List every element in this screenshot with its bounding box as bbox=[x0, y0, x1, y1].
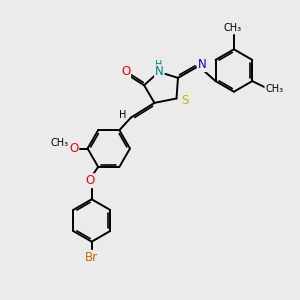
Text: CH₃: CH₃ bbox=[265, 84, 284, 94]
Text: Br: Br bbox=[85, 251, 98, 264]
Text: O: O bbox=[69, 142, 78, 155]
Text: N: N bbox=[198, 58, 206, 71]
Text: O: O bbox=[121, 65, 130, 78]
Text: O: O bbox=[85, 174, 95, 187]
Text: H: H bbox=[119, 110, 126, 120]
Text: S: S bbox=[181, 94, 188, 107]
Text: CH₃: CH₃ bbox=[50, 138, 69, 148]
Text: H: H bbox=[155, 60, 163, 70]
Text: N: N bbox=[155, 65, 164, 79]
Text: CH₃: CH₃ bbox=[224, 23, 242, 33]
